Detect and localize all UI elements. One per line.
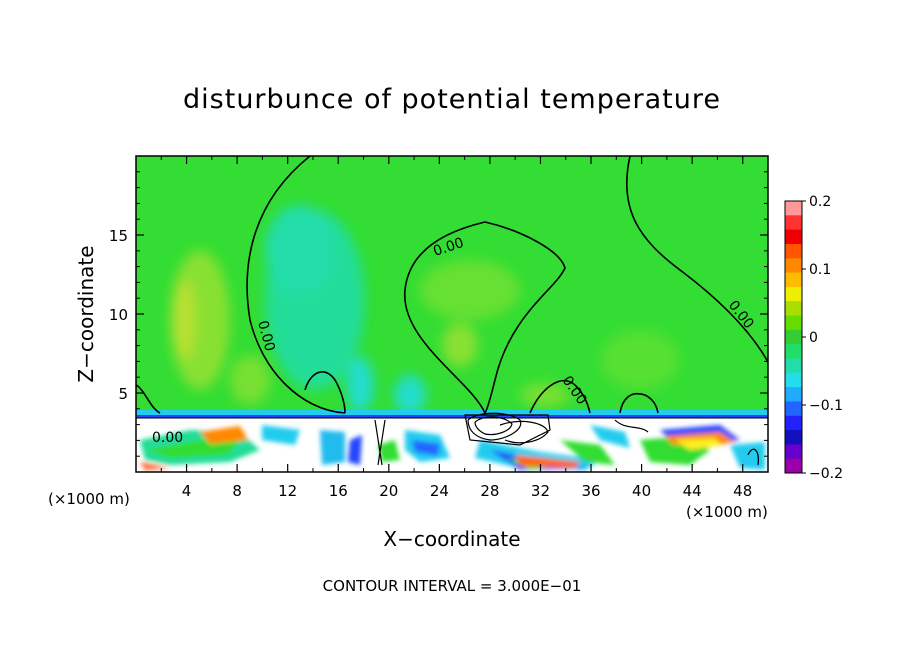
x-axis-label: X−coordinate: [383, 527, 521, 551]
x-units-label-left: (×1000 m): [48, 490, 130, 508]
colorbar-tick-label: 0.2: [809, 194, 831, 210]
x-tick-label: 44: [683, 482, 702, 500]
colorbar: 0.2 0.1 0 −0.1 −0.2: [784, 194, 843, 482]
colorbar-segment: [785, 286, 802, 302]
colorbar-segment: [785, 444, 802, 460]
colorbar-segment: [785, 201, 802, 216]
colorbar-segment: [785, 401, 802, 417]
x-tick-label: 4: [182, 482, 192, 500]
colorbar-tick-label: −0.1: [809, 398, 843, 414]
colorbar-segment: [785, 372, 802, 388]
y-tick-label: 5: [118, 385, 128, 403]
y-tick-label: 15: [109, 227, 128, 245]
contour-lines: [136, 156, 768, 419]
x-tick-label: 36: [581, 482, 600, 500]
colorbar-tick-label: 0: [809, 330, 818, 346]
colorbar-segment: [785, 258, 802, 274]
x-tick-label: 48: [733, 482, 752, 500]
y-tick-label: 10: [109, 306, 128, 324]
x-tick-label: 16: [329, 482, 348, 500]
contour-label: 0.00: [152, 430, 183, 446]
colorbar-segment: [785, 301, 802, 317]
x-tick-label: 24: [430, 482, 449, 500]
colorbar-segment: [785, 329, 802, 345]
colorbar-tick-label: 0.1: [809, 262, 831, 278]
colorbar-tick-label: −0.2: [809, 466, 843, 482]
contour-interval-note: CONTOUR INTERVAL = 3.000E−01: [322, 577, 582, 595]
colorbar-segment: [785, 272, 802, 288]
x-tick-label: 32: [531, 482, 550, 500]
colorbar-segment: [785, 315, 802, 331]
x-tick-label: 28: [480, 482, 499, 500]
heatmap-field: [136, 156, 768, 472]
x-tick-label: 8: [232, 482, 242, 500]
x-tick-label: 20: [379, 482, 398, 500]
x-units-label-right: (×1000 m): [686, 503, 768, 521]
x-tick-label: 40: [632, 482, 651, 500]
x-tick-label: 12: [278, 482, 297, 500]
colorbar-segment: [785, 415, 802, 431]
colorbar-segment: [785, 229, 802, 245]
colorbar-segment: [785, 430, 802, 445]
contour-cluster: [374, 412, 759, 466]
colorbar-segment: [785, 344, 802, 359]
colorbar-segment: [785, 358, 802, 374]
colorbar-segment: [785, 243, 802, 259]
colorbar-segment: [785, 215, 802, 231]
colorbar-segment: [785, 458, 802, 474]
colorbar-segment: [785, 387, 802, 402]
chart-title: disturbunce of potential temperature: [183, 84, 721, 115]
contour-label: 0.00: [254, 319, 278, 353]
